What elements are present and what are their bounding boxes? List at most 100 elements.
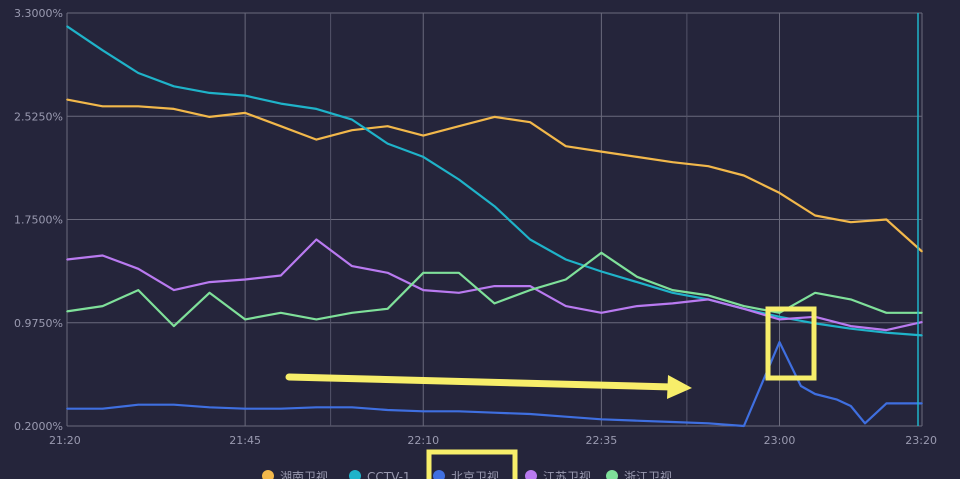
data-point [564, 278, 567, 281]
data-point [864, 422, 866, 425]
data-point [386, 142, 389, 145]
data-point [101, 105, 104, 108]
data-point [137, 267, 140, 270]
data-point [173, 85, 175, 88]
data-point [315, 406, 318, 409]
data-point [351, 265, 353, 267]
data-point [743, 174, 745, 177]
legend-item[interactable]: 江苏卫视 [525, 469, 591, 479]
data-point [173, 289, 175, 291]
data-point [458, 125, 460, 128]
data-point [814, 214, 816, 217]
data-point [921, 311, 923, 314]
data-point [137, 289, 140, 291]
data-point [529, 289, 531, 291]
data-point [458, 410, 460, 413]
data-point [849, 405, 852, 407]
data-point [671, 291, 674, 294]
data-point [315, 318, 318, 321]
data-point [564, 258, 567, 261]
data-point [422, 271, 425, 274]
data-point [386, 409, 389, 411]
data-point [564, 145, 567, 148]
data-point [921, 250, 923, 253]
data-point [849, 325, 852, 327]
data-point [671, 421, 674, 423]
data-point [208, 291, 211, 294]
data-point [849, 298, 852, 301]
series-line [66, 238, 923, 332]
annotations [285, 306, 817, 479]
data-point [244, 407, 246, 410]
data-point [800, 385, 802, 387]
series-1 [66, 25, 923, 337]
data-point [600, 418, 603, 421]
data-point [743, 307, 745, 310]
x-tick-label: 22:10 [407, 434, 439, 447]
legend-item[interactable]: 湖南卫视 [262, 469, 328, 479]
data-point [885, 402, 888, 405]
y-tick-label: 1.7500% [14, 214, 63, 227]
data-point [173, 108, 175, 110]
data-point [422, 289, 425, 291]
data-point [173, 403, 175, 406]
data-point [885, 329, 888, 331]
legend[interactable]: 湖南卫视 CCTV-1 北京卫视 江苏卫视 浙江卫视 [262, 469, 672, 479]
data-point [244, 278, 246, 281]
data-point [208, 92, 211, 94]
data-point [493, 205, 496, 207]
data-point [101, 407, 104, 410]
x-axis-ticks: 21:20 21:45 22:10 22:35 23:00 23:20 [49, 434, 937, 447]
x-tick-label: 22:35 [586, 434, 618, 447]
data-point [885, 311, 888, 314]
data-point [351, 406, 353, 409]
x-tick-label: 21:20 [49, 434, 81, 447]
legend-swatch [606, 470, 618, 479]
data-point [279, 274, 282, 277]
data-point [636, 275, 638, 278]
data-point [244, 94, 246, 97]
legend-label: CCTV-1 [367, 470, 411, 479]
data-point [564, 305, 567, 307]
data-point [101, 254, 104, 257]
annotation-legend-highlight [426, 449, 518, 479]
legend-label: 北京卫视 [451, 469, 499, 479]
data-point [315, 238, 318, 241]
data-point [66, 258, 68, 261]
data-point [671, 161, 674, 164]
legend-swatch [525, 470, 537, 479]
data-point [386, 307, 389, 310]
data-point [458, 291, 460, 294]
data-point [279, 407, 282, 410]
legend-swatch [433, 470, 445, 479]
x-tick-label: 23:20 [905, 434, 937, 447]
legend-item[interactable]: 北京卫视 [433, 469, 499, 479]
data-point [778, 311, 781, 314]
data-point [707, 165, 710, 168]
data-point [279, 311, 282, 314]
data-point [137, 105, 140, 108]
data-point [137, 403, 140, 406]
data-point [493, 302, 496, 305]
data-point [671, 302, 674, 305]
series-3 [66, 238, 923, 332]
data-point [386, 125, 389, 128]
series-4 [66, 251, 923, 328]
data-point [778, 315, 781, 318]
legend-item[interactable]: CCTV-1 [349, 470, 411, 479]
data-point [885, 218, 888, 221]
data-point [101, 305, 104, 307]
data-point [66, 98, 68, 101]
legend-item[interactable]: 浙江卫视 [606, 469, 672, 479]
data-point [707, 422, 710, 425]
series-line [67, 341, 922, 428]
data-point [137, 72, 140, 74]
data-point [885, 331, 888, 334]
data-point [743, 305, 745, 307]
data-point [66, 310, 68, 313]
legend-label: 江苏卫视 [543, 469, 591, 479]
data-point [493, 285, 496, 287]
data-point [564, 415, 567, 418]
data-point [636, 419, 638, 422]
